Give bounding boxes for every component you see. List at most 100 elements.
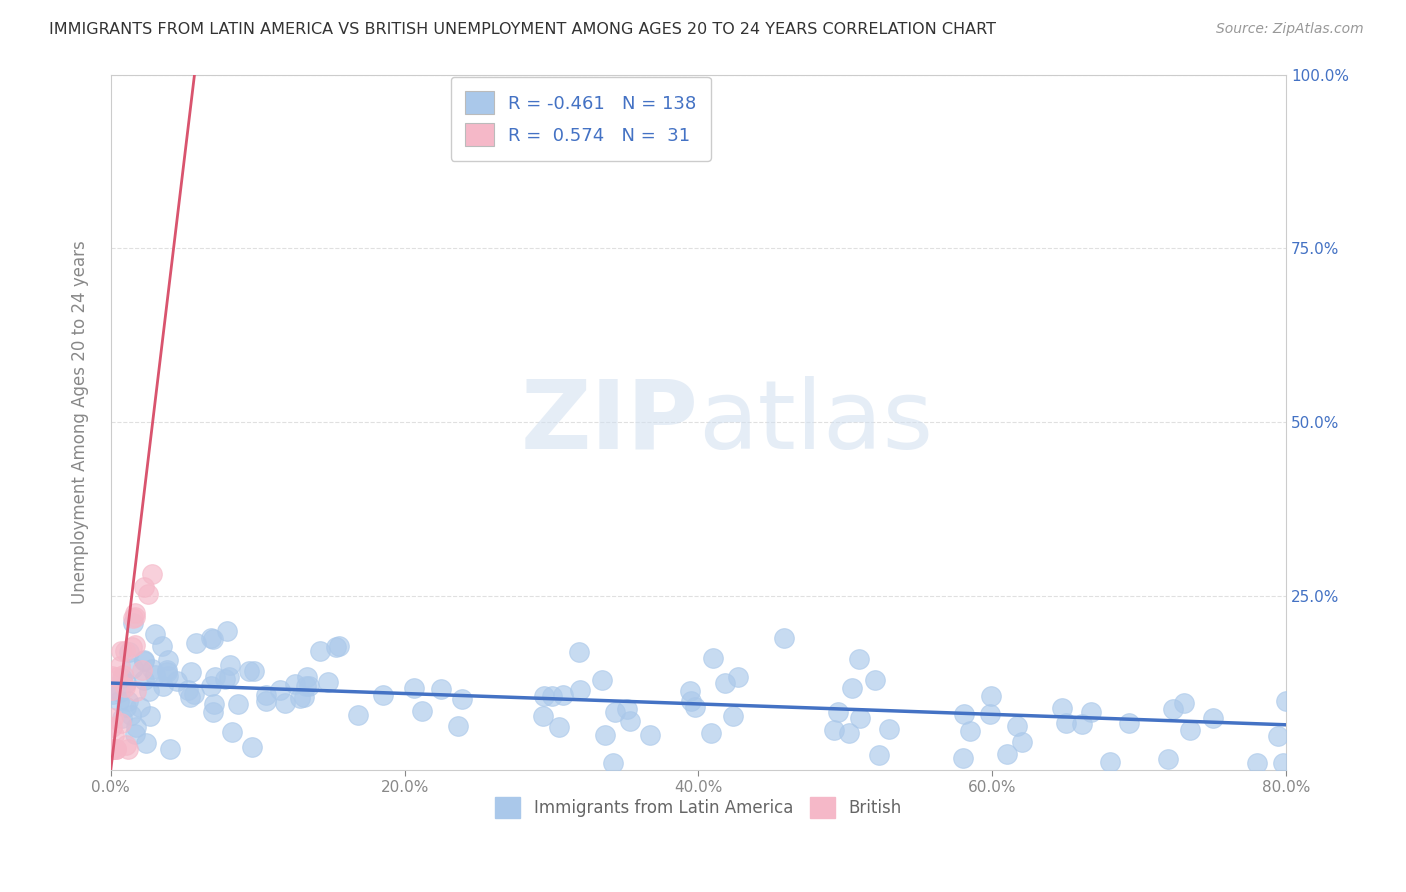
Point <box>100 742 122 756</box>
Point <box>553 688 575 702</box>
Point <box>1071 717 1094 731</box>
Point <box>1054 716 1077 731</box>
Point <box>156 665 179 679</box>
Point <box>108 685 131 699</box>
Point <box>605 705 627 719</box>
Point <box>838 726 860 740</box>
Point <box>541 690 564 704</box>
Text: Source: ZipAtlas.com: Source: ZipAtlas.com <box>1216 22 1364 37</box>
Point <box>131 663 153 677</box>
Point <box>152 679 174 693</box>
Point <box>120 708 142 723</box>
Point <box>995 747 1018 762</box>
Point <box>141 662 163 676</box>
Point <box>640 728 662 742</box>
Point <box>124 607 146 621</box>
Point <box>101 669 124 683</box>
Text: IMMIGRANTS FROM LATIN AMERICA VS BRITISH UNEMPLOYMENT AMONG AGES 20 TO 24 YEARS : IMMIGRANTS FROM LATIN AMERICA VS BRITISH… <box>49 22 997 37</box>
Point <box>593 728 616 742</box>
Point <box>1271 756 1294 770</box>
Point <box>679 684 702 698</box>
Point <box>121 661 143 675</box>
Point <box>841 681 863 695</box>
Point <box>238 664 260 678</box>
Point <box>215 624 238 638</box>
Point <box>177 683 200 698</box>
Point <box>202 632 225 647</box>
Point <box>226 697 249 711</box>
Point <box>953 706 976 721</box>
Point <box>714 676 737 690</box>
Point <box>727 670 749 684</box>
Point <box>1178 723 1201 737</box>
Point <box>1157 752 1180 766</box>
Point <box>184 636 207 650</box>
Point <box>202 706 225 720</box>
Point <box>101 742 124 756</box>
Point <box>1011 735 1033 749</box>
Point <box>166 673 188 688</box>
Point <box>111 667 134 681</box>
Point <box>1098 755 1121 769</box>
Point <box>159 741 181 756</box>
Point <box>100 742 122 756</box>
Point <box>114 675 136 690</box>
Point <box>108 659 131 673</box>
Point <box>104 742 127 756</box>
Point <box>430 682 453 697</box>
Point <box>124 638 146 652</box>
Point <box>100 742 122 756</box>
Point <box>100 683 122 698</box>
Point <box>702 651 724 665</box>
Point <box>1173 696 1195 710</box>
Point <box>103 687 125 701</box>
Point <box>451 692 474 706</box>
Point <box>214 672 236 686</box>
Point <box>218 670 240 684</box>
Point <box>157 669 180 683</box>
Point <box>868 747 890 762</box>
Point <box>827 705 849 719</box>
Point <box>105 742 128 756</box>
Point <box>1161 702 1184 716</box>
Point <box>823 723 845 737</box>
Point <box>134 653 156 667</box>
Point <box>125 720 148 734</box>
Point <box>1080 705 1102 719</box>
Point <box>284 677 307 691</box>
Point <box>101 742 124 756</box>
Point <box>308 644 330 658</box>
Point <box>114 738 136 752</box>
Point <box>135 736 157 750</box>
Point <box>959 723 981 738</box>
Text: ZIP: ZIP <box>520 376 699 469</box>
Point <box>294 679 316 693</box>
Point <box>1275 694 1298 708</box>
Point <box>134 673 156 688</box>
Point <box>863 673 886 688</box>
Point <box>200 632 222 646</box>
Point <box>122 615 145 630</box>
Point <box>138 684 160 698</box>
Point <box>773 631 796 645</box>
Point <box>141 567 163 582</box>
Point <box>274 696 297 710</box>
Point <box>111 671 134 685</box>
Point <box>1118 715 1140 730</box>
Point <box>371 688 394 702</box>
Y-axis label: Unemployment Among Ages 20 to 24 years: Unemployment Among Ages 20 to 24 years <box>72 240 89 604</box>
Point <box>118 645 141 659</box>
Point <box>117 742 139 756</box>
Point <box>179 690 201 704</box>
Point <box>1005 719 1028 733</box>
Point <box>156 663 179 677</box>
Point <box>877 723 900 737</box>
Point <box>125 684 148 698</box>
Point <box>290 691 312 706</box>
Point <box>848 652 870 666</box>
Point <box>105 670 128 684</box>
Point <box>254 688 277 702</box>
Point <box>404 681 426 695</box>
Legend: Immigrants from Latin America, British: Immigrants from Latin America, British <box>489 790 908 824</box>
Point <box>139 709 162 723</box>
